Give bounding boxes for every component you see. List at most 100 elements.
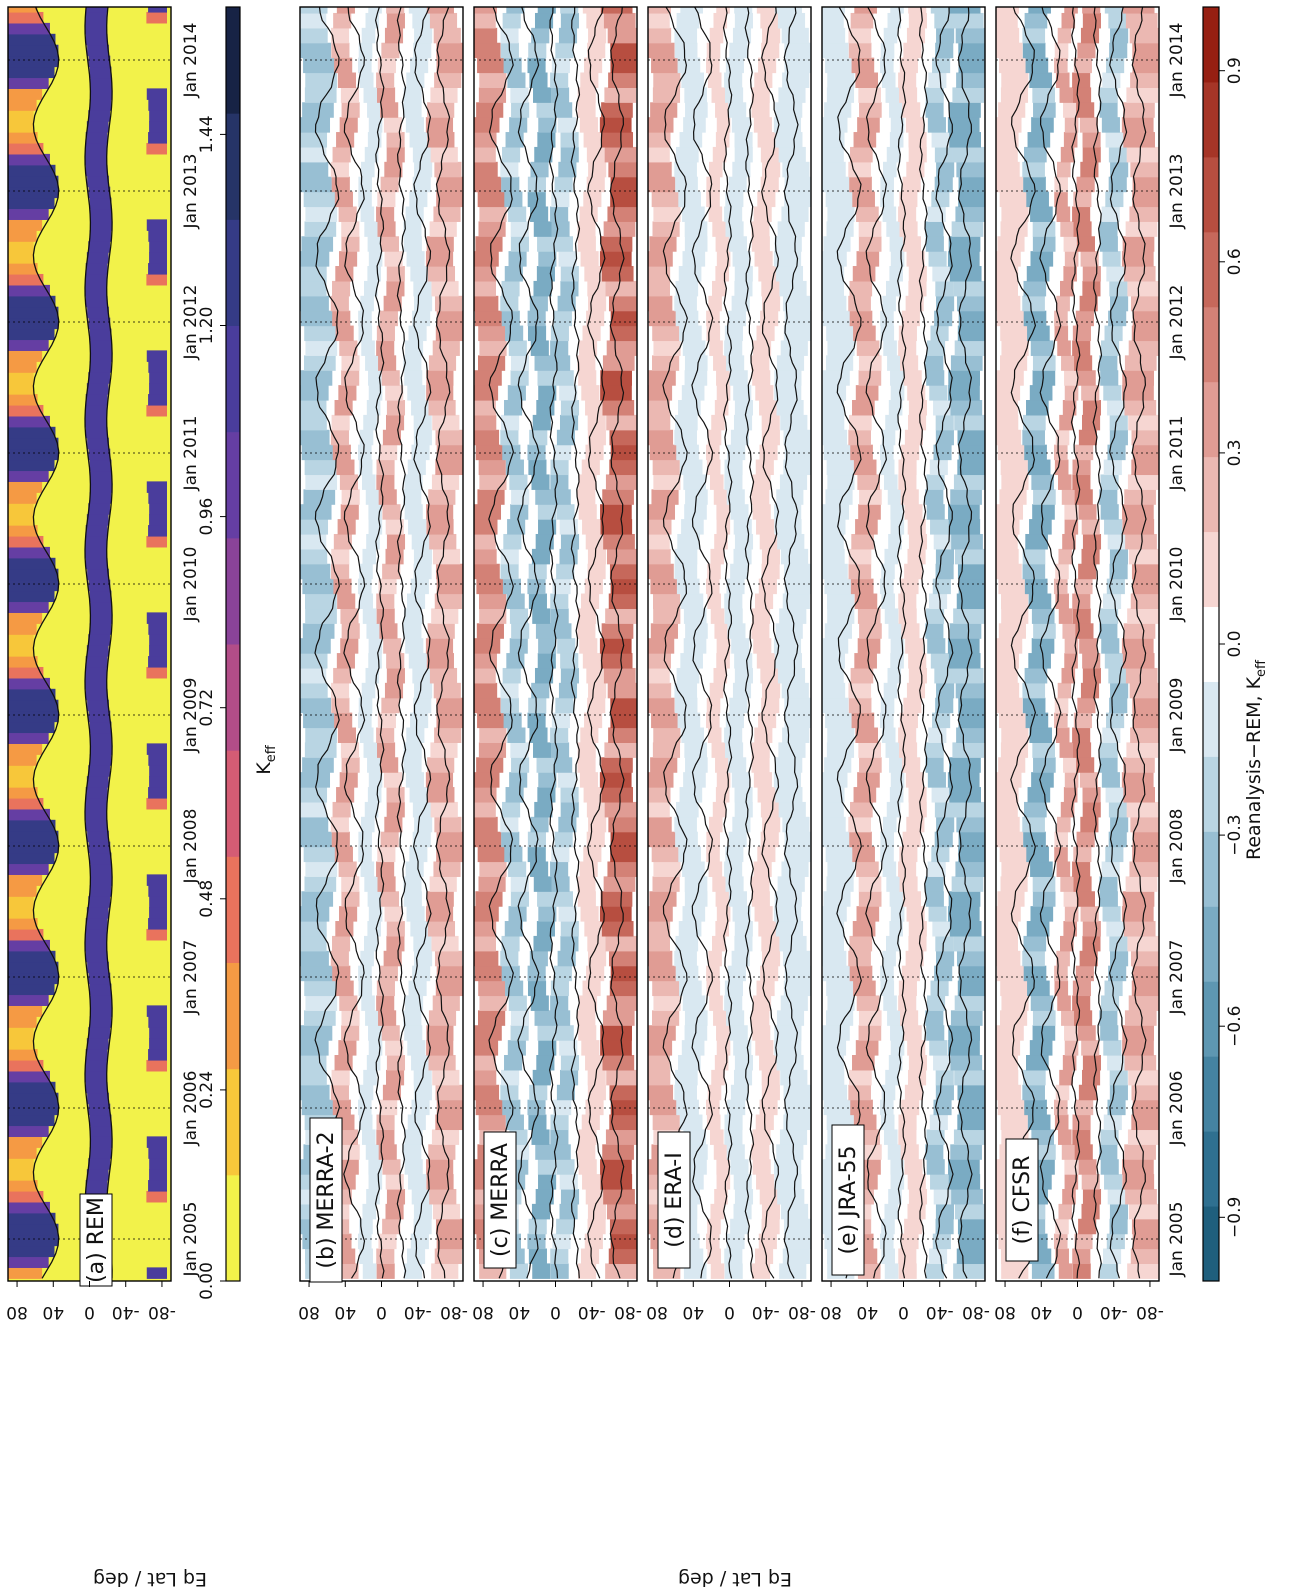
- colorbar-tick-label: 0.00: [197, 1262, 217, 1300]
- heat-cell: [948, 1040, 980, 1056]
- heat-cell: [300, 1040, 329, 1056]
- heat-cell: [882, 816, 897, 833]
- heat-cell: [304, 325, 336, 342]
- heat-cell: [588, 682, 607, 699]
- heat-cell: [601, 787, 633, 803]
- heat-cell: [925, 87, 944, 103]
- heat-cell: [587, 42, 606, 59]
- heat-cell: [8, 383, 34, 395]
- heat-cell: [886, 280, 900, 297]
- heat-cell: [340, 1159, 359, 1175]
- lat-tick-label: 80: [646, 1302, 668, 1322]
- heat-cell: [376, 325, 395, 342]
- heat-cell: [651, 712, 679, 729]
- heat-cell: [779, 474, 808, 490]
- heat-cell: [501, 280, 520, 297]
- heat-cell: [674, 816, 697, 833]
- time-tick-label: Jan 2006: [1167, 1071, 1187, 1147]
- heat-cell: [8, 776, 34, 788]
- heat-cell: [531, 474, 550, 490]
- heat-cell: [760, 176, 779, 193]
- heat-cell: [751, 623, 770, 639]
- heat-cell: [710, 608, 725, 624]
- heat-cell: [928, 1248, 948, 1265]
- heat-cell: [528, 1218, 547, 1235]
- heat-cell: [87, 568, 109, 581]
- heat-cell: [908, 12, 927, 29]
- heat-cell: [1073, 742, 1092, 758]
- heat-cell: [560, 801, 579, 818]
- heat-cell: [435, 980, 463, 997]
- heat-cell: [949, 787, 981, 803]
- heat-cell: [380, 891, 399, 907]
- heat-cell: [1054, 965, 1068, 982]
- heat-cell: [90, 481, 113, 493]
- heat-cell: [341, 876, 360, 892]
- heat-cell: [558, 906, 577, 922]
- time-tick-label: Jan 2008: [1167, 809, 1187, 885]
- heat-cell: [89, 99, 112, 111]
- heat-cell: [1024, 146, 1047, 163]
- heat-cell: [885, 87, 900, 103]
- heat-cell: [715, 757, 729, 773]
- heat-cell: [650, 578, 678, 595]
- lat-tick-label: -80: [148, 1302, 176, 1322]
- heat-cell: [648, 533, 670, 550]
- heat-cell: [1107, 1099, 1126, 1116]
- heat-cell: [300, 772, 331, 788]
- heat-cell: [1001, 206, 1029, 222]
- heat-cell: [850, 1099, 873, 1116]
- heat-cell: [378, 578, 397, 595]
- heat-cell: [848, 27, 872, 44]
- heat-cell: [951, 533, 983, 550]
- heat-cell: [1082, 400, 1102, 416]
- heat-cell: [1060, 221, 1074, 237]
- time-tick-label: Jan 2013: [181, 154, 201, 230]
- heat-cell: [709, 340, 723, 356]
- heat-cell: [953, 474, 985, 490]
- heat-cell: [1108, 831, 1127, 848]
- heat-cell: [653, 340, 681, 356]
- heat-cell: [88, 634, 110, 646]
- heat-cell: [850, 146, 873, 163]
- heat-cell: [1073, 191, 1092, 208]
- heat-cell: [926, 608, 945, 624]
- contour-line: [783, 7, 799, 1279]
- heat-cell: [560, 12, 579, 29]
- heat-cell: [510, 742, 529, 758]
- colorbar-tick-label: 0.6: [1225, 248, 1245, 275]
- heat-cell: [1108, 146, 1127, 163]
- heat-cell: [88, 448, 111, 461]
- heat-cell: [376, 206, 395, 222]
- heat-cell: [89, 852, 112, 865]
- heat-cell: [714, 400, 729, 416]
- heat-cell: [825, 712, 853, 729]
- heat-cell: [999, 57, 1027, 74]
- heat-cell: [1127, 608, 1159, 624]
- heat-cell: [341, 370, 360, 386]
- lat-tick-label: 40: [1030, 1302, 1052, 1322]
- heat-cell: [1058, 1263, 1073, 1279]
- heat-cell: [1132, 176, 1159, 193]
- contour-line: [435, 7, 451, 1279]
- contour-line: [865, 7, 888, 1279]
- heat-cell: [706, 846, 720, 863]
- heat-cell: [578, 1159, 597, 1175]
- heat-cell: [761, 548, 781, 565]
- heat-cell: [146, 1136, 167, 1148]
- heat-cell: [734, 921, 753, 937]
- heat-cell: [474, 414, 497, 431]
- heat-cell: [8, 1180, 38, 1192]
- heat-cell: [149, 372, 167, 384]
- heat-cell: [1056, 206, 1071, 222]
- heat-cell: [679, 132, 703, 148]
- panel-b-heatmap: [300, 7, 463, 1281]
- heat-cell: [754, 1248, 774, 1265]
- heat-cell: [1099, 1010, 1118, 1026]
- heat-cell: [724, 861, 743, 877]
- heat-cell: [8, 656, 38, 668]
- heat-cell: [364, 280, 378, 297]
- heat-cell: [879, 1099, 894, 1116]
- heat-cell: [1025, 712, 1049, 729]
